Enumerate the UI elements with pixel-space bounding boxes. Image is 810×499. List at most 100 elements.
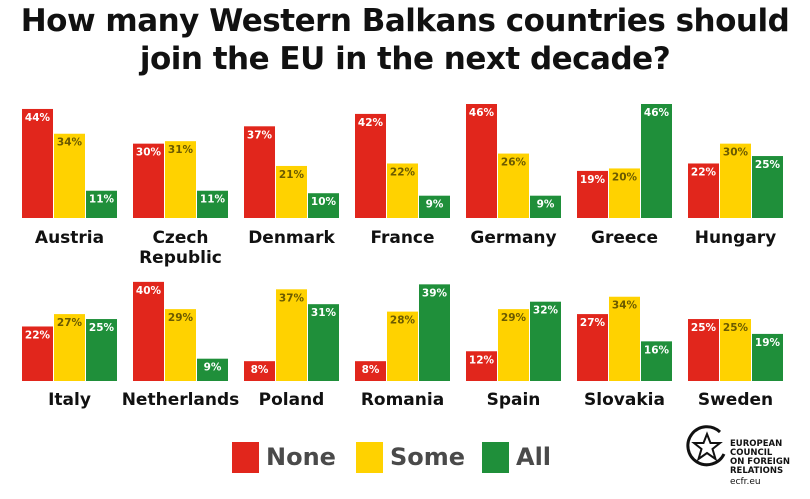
data-label-sweden-none: 25% bbox=[691, 322, 717, 334]
category-label-slovakia: Slovakia bbox=[584, 390, 665, 410]
data-label-romania-all: 39% bbox=[422, 287, 448, 299]
bar-greece-none bbox=[577, 170, 608, 218]
data-label-denmark-all: 10% bbox=[311, 196, 337, 208]
bar-romania-none bbox=[355, 361, 386, 381]
bar-austria-none bbox=[22, 108, 53, 218]
category-label-poland: Poland bbox=[259, 390, 325, 410]
data-label-france-all: 9% bbox=[426, 199, 444, 211]
bar-hungary-none bbox=[688, 163, 719, 218]
bar-denmark-none bbox=[244, 126, 275, 218]
data-label-sweden-some: 25% bbox=[723, 322, 749, 334]
data-label-italy-all: 25% bbox=[89, 322, 115, 334]
data-label-poland-some: 37% bbox=[279, 292, 305, 304]
logo-line-3: ON FOREIGN bbox=[730, 457, 790, 467]
data-label-germany-none: 46% bbox=[469, 107, 495, 119]
category-label-denmark: Denmark bbox=[248, 228, 335, 248]
bar-italy-some bbox=[54, 314, 85, 381]
bar-denmark-some bbox=[276, 165, 307, 218]
data-label-france-none: 42% bbox=[358, 117, 384, 129]
category-label-greece: Greece bbox=[591, 228, 658, 248]
data-label-poland-none: 8% bbox=[251, 364, 269, 376]
logo-line-2: COUNCIL bbox=[730, 448, 773, 458]
category-label-hungary: Hungary bbox=[695, 228, 777, 248]
bar-slovakia-some bbox=[609, 296, 640, 381]
logo-line-4: RELATIONS bbox=[730, 466, 784, 476]
data-label-slovakia-all: 16% bbox=[644, 344, 670, 356]
category-label-spain: Spain bbox=[487, 390, 541, 410]
data-label-poland-all: 31% bbox=[311, 307, 337, 319]
legend-label-all: All bbox=[516, 443, 552, 471]
bar-france-all bbox=[419, 195, 450, 218]
bar-czech-republic-all bbox=[197, 190, 228, 218]
bar-spain-none bbox=[466, 351, 497, 381]
bar-netherlands-some bbox=[165, 309, 196, 381]
category-label-france: France bbox=[370, 228, 434, 248]
ecfr-logo: EUROPEAN COUNCIL ON FOREIGN RELATIONS ec… bbox=[684, 420, 804, 492]
legend-swatch-all bbox=[482, 442, 509, 473]
category-label-austria: Austria bbox=[35, 228, 104, 248]
legend-swatch-none bbox=[232, 442, 259, 473]
bar-italy-none bbox=[22, 326, 53, 381]
logo-line-1: EUROPEAN bbox=[730, 439, 783, 449]
data-label-denmark-some: 21% bbox=[279, 169, 305, 181]
category-label-romania: Romania bbox=[361, 390, 444, 410]
data-label-denmark-none: 37% bbox=[247, 129, 273, 141]
bar-spain-all bbox=[530, 301, 561, 381]
data-label-czech-republic-all: 11% bbox=[200, 194, 226, 206]
bar-sweden-some bbox=[720, 319, 751, 381]
bar-hungary-all bbox=[752, 156, 783, 218]
legend-swatch-some bbox=[356, 442, 383, 473]
bar-romania-some bbox=[387, 311, 418, 381]
title-line-2: join the EU in the next decade? bbox=[139, 41, 671, 77]
category-label-sweden: Sweden bbox=[698, 390, 773, 410]
bar-germany-all bbox=[530, 195, 561, 218]
category-label-italy: Italy bbox=[48, 390, 91, 410]
bar-romania-all bbox=[419, 284, 450, 381]
title-line-1: How many Western Balkans countries shoul… bbox=[20, 3, 790, 39]
bar-austria-all bbox=[86, 190, 117, 218]
data-label-czech-republic-some: 31% bbox=[168, 144, 194, 156]
data-label-austria-none: 44% bbox=[25, 112, 51, 124]
data-label-italy-none: 22% bbox=[25, 329, 51, 341]
data-label-hungary-some: 30% bbox=[723, 147, 749, 159]
legend-label-none: None bbox=[266, 443, 336, 471]
bar-hungary-some bbox=[720, 143, 751, 218]
data-label-netherlands-none: 40% bbox=[136, 285, 162, 297]
data-label-hungary-none: 22% bbox=[691, 166, 717, 178]
bar-greece-all bbox=[641, 104, 672, 218]
bar-slovakia-all bbox=[641, 341, 672, 381]
bar-france-none bbox=[355, 113, 386, 218]
data-label-spain-all: 32% bbox=[533, 305, 559, 317]
data-label-spain-none: 12% bbox=[469, 354, 495, 366]
bar-france-some bbox=[387, 163, 418, 218]
bar-spain-some bbox=[498, 309, 529, 381]
category-label-czech-republic-2: Republic bbox=[139, 248, 222, 268]
data-label-slovakia-none: 27% bbox=[580, 317, 606, 329]
category-label-netherlands: Netherlands bbox=[122, 390, 240, 410]
bar-poland-some bbox=[276, 289, 307, 381]
legend-label-some: Some bbox=[390, 443, 466, 471]
bar-greece-some bbox=[609, 168, 640, 218]
data-label-netherlands-some: 29% bbox=[168, 312, 194, 324]
data-label-austria-all: 11% bbox=[89, 194, 115, 206]
data-label-romania-none: 8% bbox=[362, 364, 380, 376]
data-label-hungary-all: 25% bbox=[755, 159, 781, 171]
data-label-greece-all: 46% bbox=[644, 107, 670, 119]
data-label-greece-none: 19% bbox=[580, 174, 606, 186]
category-label-germany: Germany bbox=[470, 228, 556, 248]
bar-germany-none bbox=[466, 104, 497, 218]
bar-austria-some bbox=[54, 133, 85, 218]
data-label-germany-all: 9% bbox=[537, 199, 555, 211]
bar-germany-some bbox=[498, 153, 529, 218]
data-label-germany-some: 26% bbox=[501, 157, 527, 169]
data-label-france-some: 22% bbox=[390, 166, 416, 178]
bar-slovakia-none bbox=[577, 314, 608, 381]
logo-url: ecfr.eu bbox=[730, 477, 761, 487]
chart-title: How many Western Balkans countries shoul… bbox=[0, 2, 810, 78]
bar-netherlands-all bbox=[197, 358, 228, 381]
bar-czech-republic-some bbox=[165, 141, 196, 218]
data-label-greece-some: 20% bbox=[612, 171, 638, 183]
data-label-spain-some: 29% bbox=[501, 312, 527, 324]
bar-czech-republic-none bbox=[133, 143, 164, 218]
bar-netherlands-none bbox=[133, 281, 164, 381]
